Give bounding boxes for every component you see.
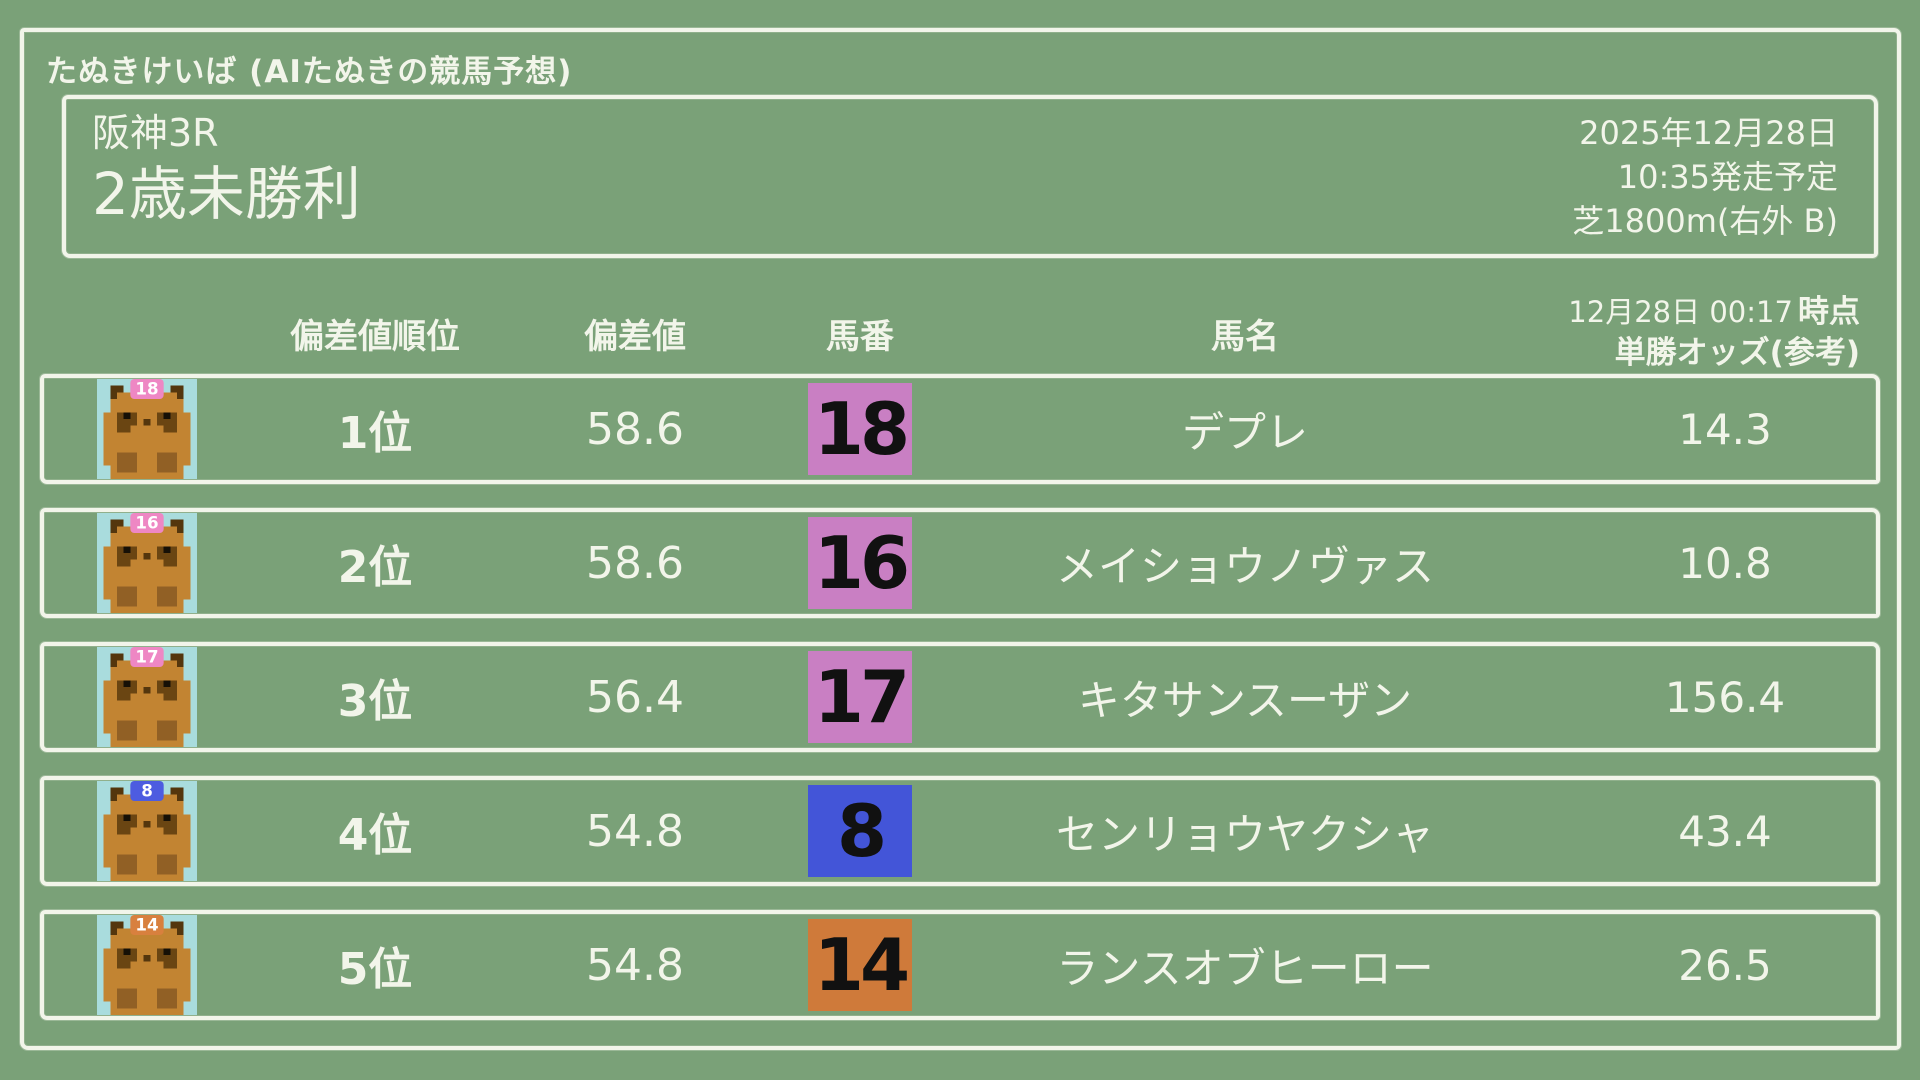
table-row: 18 1位 58.6 18 デプレ 14.3: [40, 374, 1880, 484]
table-row: 14 5位 54.8 14 ランスオブヒーロー 26.5: [40, 910, 1880, 1020]
race-course: 芝1800m(右外 B): [1572, 202, 1838, 240]
svg-text:8: 8: [141, 782, 153, 801]
odds-value: 14.3: [1678, 404, 1772, 454]
rank-value: 2位: [337, 542, 413, 593]
header-odds-label: 単勝オッズ(参考): [1614, 335, 1860, 371]
table-row: 8 4位 54.8 8 センリョウヤクシャ 43.4: [40, 776, 1880, 886]
odds-value: 43.4: [1678, 806, 1772, 856]
header-number: 馬番: [826, 316, 894, 357]
tanuki-icon-cell: 17: [44, 647, 210, 747]
app-title: たぬきけいば (AIたぬきの競馬予想): [46, 54, 573, 90]
rank-value: 4位: [337, 810, 413, 861]
race-name: 2歳未勝利: [92, 160, 361, 228]
tanuki-icon-cell: 18: [44, 379, 210, 479]
horse-number-box: 17: [808, 651, 912, 743]
race-info-left: 阪神3R 2歳未勝利: [92, 109, 361, 229]
race-info-right: 2025年12月28日 10:35発走予定 芝1800m(右外 B): [1572, 111, 1838, 243]
odds-value: 10.8: [1678, 538, 1772, 588]
rank-value: 5位: [337, 944, 413, 995]
race-track-number: 阪神3R: [92, 111, 219, 155]
horse-number-box: 18: [808, 383, 912, 475]
header-odds-time: 12月28日 00:17 時点: [1568, 294, 1860, 330]
race-start-time: 10:35発走予定: [1617, 158, 1838, 196]
header-odds: 12月28日 00:17 時点 単勝オッズ(参考): [1500, 294, 1880, 372]
svg-text:18: 18: [135, 380, 158, 399]
horse-number-cell: 14: [730, 919, 990, 1011]
horse-number-box: 16: [808, 517, 912, 609]
table-row: 17 3位 56.4 17 キタサンスーザン 156.4: [40, 642, 1880, 752]
table-header: 偏差値順位 偏差値 馬番 馬名 12月28日 00:17 時点 単勝オッズ(参考…: [40, 294, 1880, 372]
tanuki-icon: 18: [97, 379, 197, 479]
score-value: 58.6: [586, 537, 684, 589]
prediction-table: 18 1位 58.6 18 デプレ 14.3 16 2位 58.6 16 メイシ…: [40, 374, 1880, 1044]
odds-value: 26.5: [1678, 940, 1772, 990]
tanuki-icon: 16: [97, 513, 197, 613]
score-value: 54.8: [586, 805, 684, 857]
horse-number-cell: 8: [730, 785, 990, 877]
race-info-box: 阪神3R 2歳未勝利 2025年12月28日 10:35発走予定 芝1800m(…: [62, 95, 1878, 258]
horse-number-cell: 16: [730, 517, 990, 609]
horse-name: デプレ: [1181, 407, 1308, 457]
tanuki-icon-cell: 14: [44, 915, 210, 1015]
score-value: 56.4: [586, 671, 684, 723]
horse-name: メイショウノヴァス: [1055, 541, 1434, 591]
horse-name: キタサンスーザン: [1077, 675, 1413, 725]
svg-text:14: 14: [135, 916, 158, 935]
score-value: 54.8: [586, 939, 684, 991]
horse-name: センリョウヤクシャ: [1055, 809, 1434, 859]
tanuki-icon-cell: 16: [44, 513, 210, 613]
svg-text:17: 17: [135, 648, 158, 667]
tanuki-icon: 8: [97, 781, 197, 881]
header-name: 馬名: [1211, 316, 1279, 357]
score-value: 58.6: [586, 403, 684, 455]
horse-number-box: 14: [808, 919, 912, 1011]
header-rank: 偏差値順位: [290, 316, 460, 357]
tanuki-icon: 14: [97, 915, 197, 1015]
header-score: 偏差値: [584, 316, 686, 357]
tanuki-icon-cell: 8: [44, 781, 210, 881]
rank-value: 1位: [337, 408, 413, 459]
horse-number-cell: 17: [730, 651, 990, 743]
horse-name: ランスオブヒーロー: [1056, 943, 1434, 993]
svg-text:16: 16: [135, 514, 158, 533]
rank-value: 3位: [337, 676, 413, 727]
horse-number-cell: 18: [730, 383, 990, 475]
race-date: 2025年12月28日: [1579, 114, 1838, 152]
horse-number-box: 8: [808, 785, 912, 877]
odds-value: 156.4: [1664, 672, 1786, 722]
table-row: 16 2位 58.6 16 メイショウノヴァス 10.8: [40, 508, 1880, 618]
tanuki-icon: 17: [97, 647, 197, 747]
